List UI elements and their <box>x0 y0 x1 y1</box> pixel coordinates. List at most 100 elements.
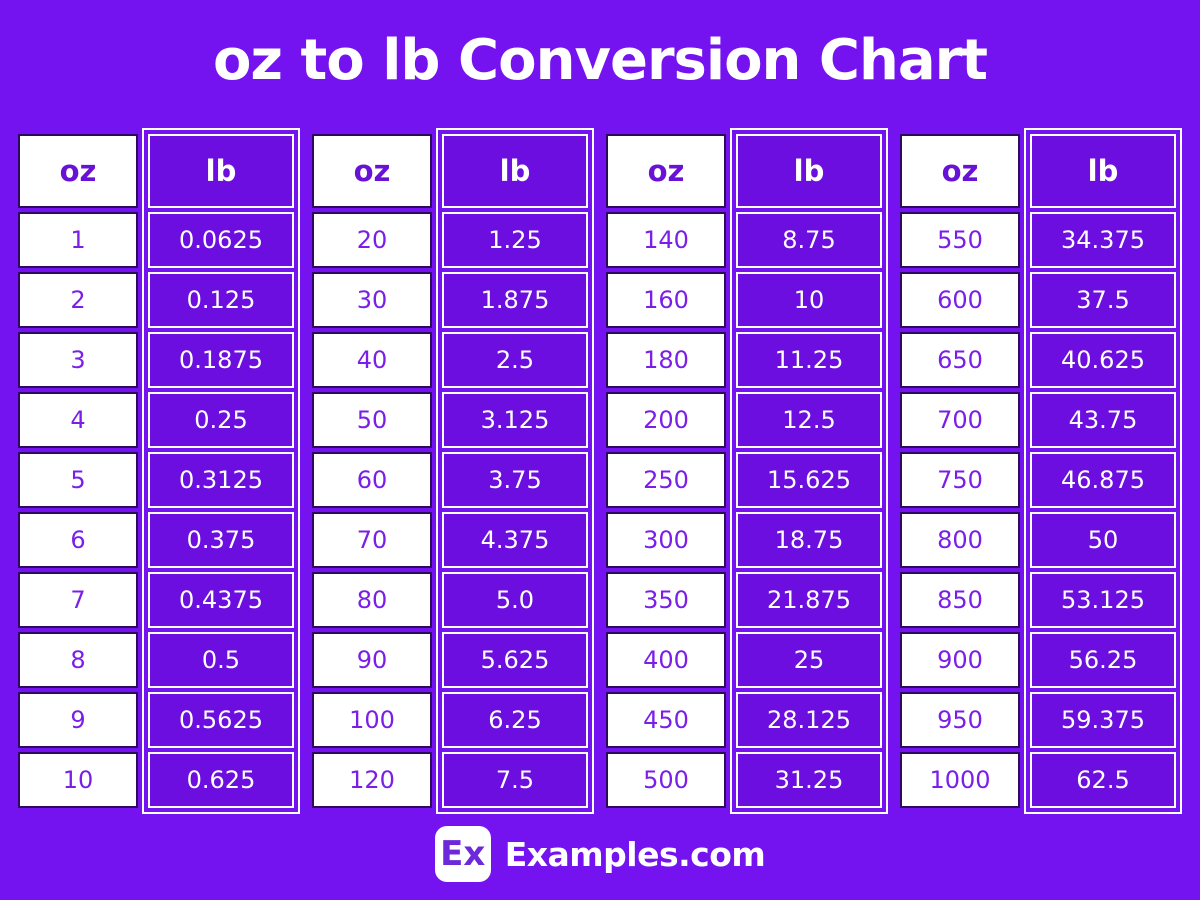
oz-value-cell: 160 <box>606 272 726 328</box>
lb-value-cell: 11.25 <box>736 332 882 388</box>
lb-value-cell: 3.75 <box>442 452 588 508</box>
lb-value-cell: 46.875 <box>1030 452 1176 508</box>
lb-column: lb 34.375 37.5 40.625 43.75 46.875 50 53.125 56.… <box>1024 128 1182 814</box>
lb-value-cell: 59.375 <box>1030 692 1176 748</box>
lb-value-cell: 31.25 <box>736 752 882 808</box>
lb-value-cell: 50 <box>1030 512 1176 568</box>
oz-value-cell: 30 <box>312 272 432 328</box>
lb-value-cell: 0.5 <box>148 632 294 688</box>
oz-value-cell: 750 <box>900 452 1020 508</box>
oz-column: oz 1 2 3 4 5 6 7 8 9 10 <box>18 134 138 808</box>
lb-value-cell: 18.75 <box>736 512 882 568</box>
footer-brand: Ex Examples.com <box>0 826 1200 882</box>
lb-value-cell: 6.25 <box>442 692 588 748</box>
lb-value-cell: 37.5 <box>1030 272 1176 328</box>
oz-value-cell: 200 <box>606 392 726 448</box>
oz-value-cell: 6 <box>18 512 138 568</box>
oz-column: oz 550 600 650 700 750 800 850 900 950 1000 <box>900 134 1020 808</box>
lb-column: lb 0.0625 0.125 0.1875 0.25 0.3125 0.375 0.4375… <box>142 128 300 814</box>
oz-value-cell: 70 <box>312 512 432 568</box>
lb-column: lb 8.75 10 11.25 12.5 15.625 18.75 21.875 25 28.1… <box>730 128 888 814</box>
lb-value-cell: 0.625 <box>148 752 294 808</box>
lb-value-cell: 1.875 <box>442 272 588 328</box>
lb-value-cell: 8.75 <box>736 212 882 268</box>
oz-column: oz 20 30 40 50 60 70 80 90 100 120 <box>312 134 432 808</box>
lb-value-cell: 15.625 <box>736 452 882 508</box>
logo-text: Ex <box>440 834 486 874</box>
lb-value-cell: 62.5 <box>1030 752 1176 808</box>
lb-value-cell: 1.25 <box>442 212 588 268</box>
lb-header-cell: lb <box>148 134 294 208</box>
oz-value-cell: 140 <box>606 212 726 268</box>
lb-header-cell: lb <box>1030 134 1176 208</box>
lb-value-cell: 0.5625 <box>148 692 294 748</box>
lb-value-cell: 53.125 <box>1030 572 1176 628</box>
lb-value-cell: 34.375 <box>1030 212 1176 268</box>
lb-value-cell: 43.75 <box>1030 392 1176 448</box>
oz-value-cell: 100 <box>312 692 432 748</box>
oz-header-cell: oz <box>312 134 432 208</box>
lb-header-cell: lb <box>442 134 588 208</box>
lb-value-cell: 25 <box>736 632 882 688</box>
oz-value-cell: 120 <box>312 752 432 808</box>
lb-value-cell: 40.625 <box>1030 332 1176 388</box>
oz-value-cell: 180 <box>606 332 726 388</box>
oz-value-cell: 350 <box>606 572 726 628</box>
oz-value-cell: 300 <box>606 512 726 568</box>
lb-value-cell: 0.25 <box>148 392 294 448</box>
lb-value-cell: 56.25 <box>1030 632 1176 688</box>
lb-value-cell: 7.5 <box>442 752 588 808</box>
oz-value-cell: 7 <box>18 572 138 628</box>
footer-site-name: Examples.com <box>504 834 766 874</box>
oz-header-cell: oz <box>18 134 138 208</box>
oz-value-cell: 850 <box>900 572 1020 628</box>
lb-value-cell: 0.0625 <box>148 212 294 268</box>
lb-value-cell: 0.1875 <box>148 332 294 388</box>
conversion-tables: oz 1 2 3 4 5 6 7 8 9 10 lb 0.0625 0.125 0.1875 0.25 0.31… <box>18 128 1182 814</box>
oz-value-cell: 50 <box>312 392 432 448</box>
oz-value-cell: 450 <box>606 692 726 748</box>
oz-header-cell: oz <box>606 134 726 208</box>
lb-value-cell: 12.5 <box>736 392 882 448</box>
lb-value-cell: 0.4375 <box>148 572 294 628</box>
oz-value-cell: 4 <box>18 392 138 448</box>
oz-value-cell: 60 <box>312 452 432 508</box>
oz-value-cell: 90 <box>312 632 432 688</box>
oz-value-cell: 600 <box>900 272 1020 328</box>
oz-value-cell: 1000 <box>900 752 1020 808</box>
lb-column: lb 1.25 1.875 2.5 3.125 3.75 4.375 5.0 5.625 6.25… <box>436 128 594 814</box>
oz-value-cell: 8 <box>18 632 138 688</box>
lb-value-cell: 5.0 <box>442 572 588 628</box>
oz-value-cell: 3 <box>18 332 138 388</box>
oz-value-cell: 2 <box>18 272 138 328</box>
lb-value-cell: 0.3125 <box>148 452 294 508</box>
oz-value-cell: 800 <box>900 512 1020 568</box>
lb-value-cell: 28.125 <box>736 692 882 748</box>
lb-value-cell: 2.5 <box>442 332 588 388</box>
lb-value-cell: 21.875 <box>736 572 882 628</box>
oz-value-cell: 250 <box>606 452 726 508</box>
oz-value-cell: 5 <box>18 452 138 508</box>
conversion-table-3: oz 140 160 180 200 250 300 350 400 450 500 lb 8.75 10… <box>606 128 888 814</box>
lb-value-cell: 4.375 <box>442 512 588 568</box>
lb-header-cell: lb <box>736 134 882 208</box>
oz-value-cell: 20 <box>312 212 432 268</box>
conversion-table-4: oz 550 600 650 700 750 800 850 900 950 1000 lb 34.37… <box>900 128 1182 814</box>
lb-value-cell: 0.125 <box>148 272 294 328</box>
lb-value-cell: 3.125 <box>442 392 588 448</box>
conversion-table-1: oz 1 2 3 4 5 6 7 8 9 10 lb 0.0625 0.125 0.1875 0.25 0.31… <box>18 128 300 814</box>
oz-value-cell: 10 <box>18 752 138 808</box>
lb-value-cell: 5.625 <box>442 632 588 688</box>
oz-value-cell: 900 <box>900 632 1020 688</box>
oz-value-cell: 650 <box>900 332 1020 388</box>
lb-value-cell: 10 <box>736 272 882 328</box>
oz-value-cell: 1 <box>18 212 138 268</box>
oz-value-cell: 550 <box>900 212 1020 268</box>
lb-value-cell: 0.375 <box>148 512 294 568</box>
page-title: oz to lb Conversion Chart <box>212 28 988 93</box>
oz-value-cell: 950 <box>900 692 1020 748</box>
oz-value-cell: 80 <box>312 572 432 628</box>
oz-value-cell: 400 <box>606 632 726 688</box>
examples-logo-icon: Ex <box>434 826 491 882</box>
